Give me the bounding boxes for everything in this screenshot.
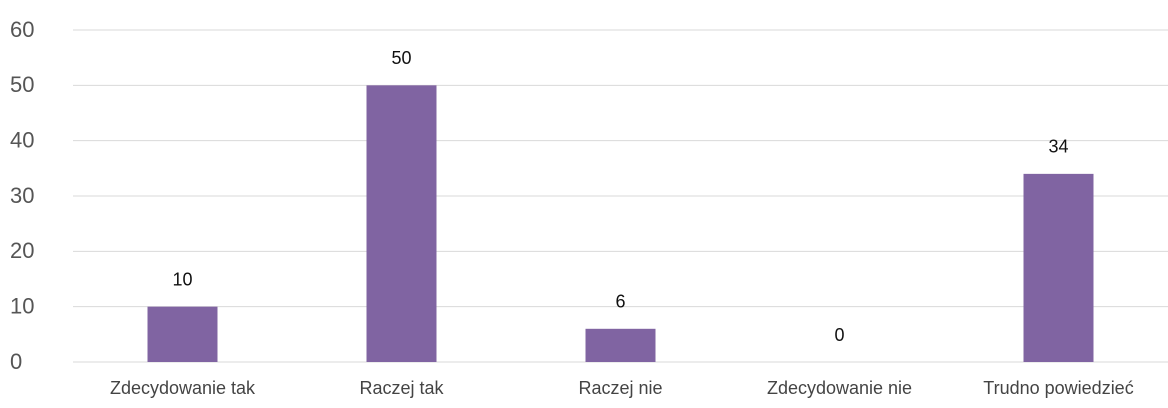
y-tick-label: 50 bbox=[10, 72, 34, 97]
x-tick-label: Zdecydowanie nie bbox=[767, 378, 912, 398]
bar bbox=[585, 328, 656, 362]
x-tick-label: Raczej nie bbox=[578, 378, 662, 398]
data-label: 6 bbox=[615, 292, 625, 312]
y-tick-label: 10 bbox=[10, 293, 34, 318]
bar bbox=[147, 306, 218, 362]
y-tick-label: 0 bbox=[10, 349, 22, 374]
data-label: 50 bbox=[391, 48, 411, 68]
y-tick-label: 40 bbox=[10, 127, 34, 152]
data-label: 0 bbox=[834, 325, 844, 345]
x-tick-label: Raczej tak bbox=[359, 378, 444, 398]
y-tick-label: 20 bbox=[10, 238, 34, 263]
x-tick-label: Trudno powiedzieć bbox=[983, 378, 1133, 398]
bar bbox=[366, 85, 437, 362]
bar bbox=[1023, 173, 1094, 362]
y-tick-label: 30 bbox=[10, 183, 34, 208]
data-label: 10 bbox=[172, 269, 192, 289]
y-tick-label: 60 bbox=[10, 17, 34, 42]
data-label: 34 bbox=[1048, 137, 1068, 157]
x-tick-label: Zdecydowanie tak bbox=[110, 378, 256, 398]
